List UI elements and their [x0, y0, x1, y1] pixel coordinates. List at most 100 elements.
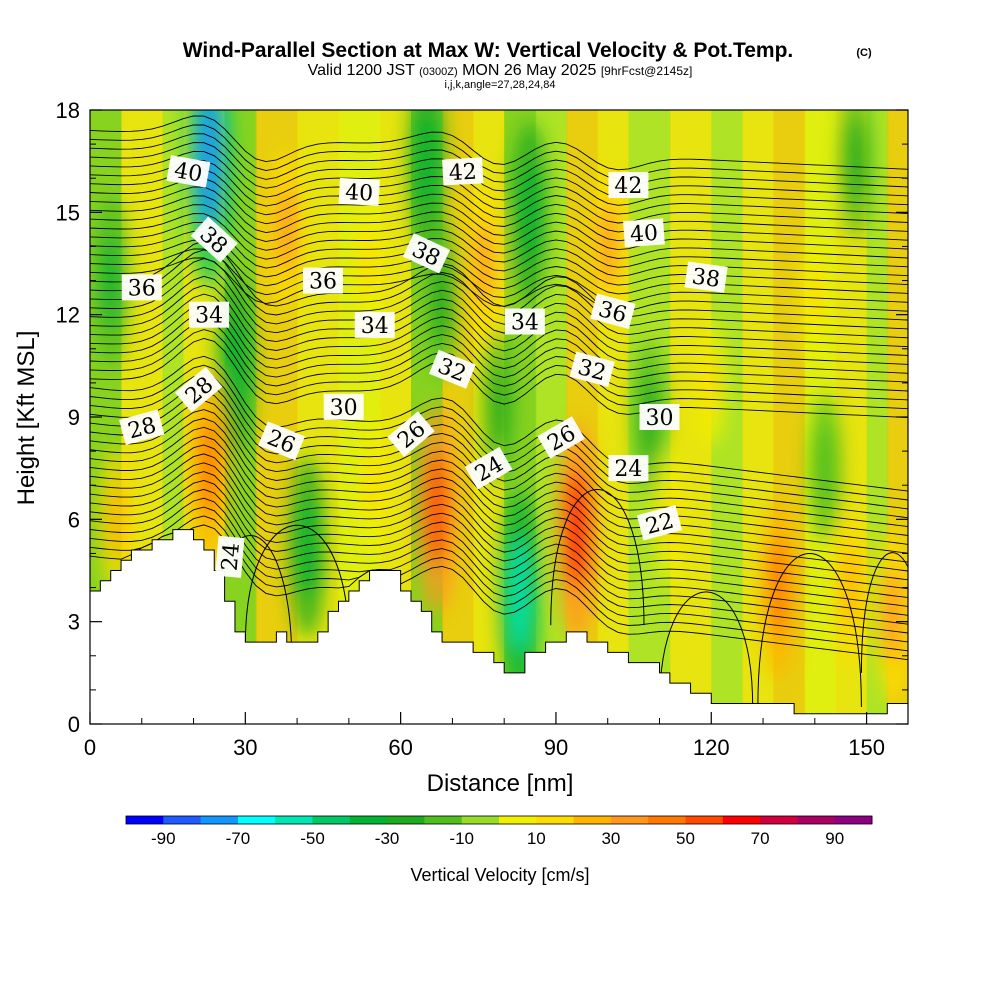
x-axis-label: Distance [nm]	[427, 770, 574, 797]
y-tick-label: 3	[68, 610, 80, 635]
colorbar-tick-label: 10	[527, 829, 546, 848]
x-tick-label: 120	[693, 735, 730, 760]
contour-label-text: 36	[309, 270, 337, 295]
colorbar-tick-label: -70	[226, 829, 251, 848]
contour-label-text: 24	[218, 542, 245, 572]
colorbar-swatch	[610, 816, 649, 824]
colorbar-label: Vertical Velocity [cm/s]	[410, 865, 589, 885]
contour-label-box	[190, 216, 238, 263]
contour-label-box	[175, 366, 223, 413]
contour-label-box	[354, 311, 395, 338]
contour-label: 36	[121, 274, 162, 301]
isentrope-line	[90, 168, 908, 224]
colorbar-swatch	[163, 816, 202, 824]
x-tick-label: 30	[233, 735, 257, 760]
contour-label-box	[464, 446, 513, 490]
x-tick-label: 0	[84, 735, 96, 760]
contour-label-box	[302, 267, 343, 294]
velocity-plume-core	[426, 451, 448, 567]
contour-label-text: 42	[448, 160, 477, 186]
contour-label-box	[121, 274, 162, 301]
colorbar-swatch	[461, 816, 500, 824]
isentrope-line	[90, 400, 908, 536]
contour-label-box	[608, 455, 649, 482]
velocity-plume-core	[361, 225, 378, 302]
velocity-plume-core	[769, 537, 788, 638]
contour-label-box	[428, 349, 476, 389]
velocity-plume-core	[366, 447, 383, 523]
isentrope-line	[90, 258, 908, 339]
valid-prefix: Valid 1200 JST	[308, 62, 416, 79]
colorbar-swatch	[387, 816, 425, 824]
isentrope-line	[90, 257, 908, 313]
isentrope-line	[90, 275, 908, 356]
isentrope-line	[90, 195, 908, 251]
isentrope-line	[90, 177, 908, 233]
contour-label-box	[402, 233, 451, 274]
colorbar-swatch	[797, 816, 836, 824]
velocity-plume-core	[520, 162, 540, 263]
colorbar-swatch	[536, 816, 575, 824]
contour-label-text: 30	[330, 396, 358, 421]
velocity-plume-core	[474, 218, 493, 309]
colorbar: -90 -70 -50 -30 -10 10 30 50 70 90	[125, 815, 873, 848]
velocity-plume-core	[101, 232, 120, 329]
velocity-contour	[860, 552, 908, 673]
isentrope-line	[90, 355, 908, 492]
velocity-plume-core	[598, 201, 617, 292]
isentrope-line	[90, 213, 908, 268]
colorbar-tick-label: 90	[825, 829, 844, 848]
colorbar-swatch	[760, 816, 798, 824]
isentrope-line	[90, 329, 908, 410]
contour-label: 30	[323, 393, 364, 421]
contour-label-box	[639, 404, 680, 430]
colorbar-tick-label: -30	[375, 829, 400, 848]
isentrope-line	[90, 515, 908, 652]
x-tick-label: 90	[544, 735, 568, 760]
velocity-plume-core	[107, 479, 125, 560]
colorbar-swatch	[722, 816, 761, 824]
colorbar-swatch	[237, 816, 276, 824]
contour-label-box	[608, 172, 649, 199]
contour-label: 36	[302, 267, 343, 295]
contour-label-box	[684, 261, 728, 293]
isentrope-line	[90, 444, 908, 581]
contour-label: 24	[608, 455, 649, 482]
contour-label-text: 34	[511, 310, 539, 335]
y-tick-label: 15	[56, 200, 80, 225]
y-tick-label: 6	[68, 507, 80, 532]
x-tick-label: 150	[848, 735, 885, 760]
isentrope-line	[90, 267, 908, 348]
isentrope-line	[90, 338, 908, 419]
contour-label: 30	[639, 404, 680, 431]
isentrope-line	[90, 453, 908, 590]
colorbar-swatch	[349, 816, 388, 824]
colorbar-tick-label: 30	[601, 829, 620, 848]
contour-label: 24	[215, 535, 245, 578]
contour-label: 42	[608, 172, 649, 199]
isentrope-line	[90, 284, 908, 365]
velocity-plume-core	[566, 469, 588, 590]
contour-label: 34	[354, 311, 395, 339]
contour-label-box	[442, 157, 484, 186]
isentrope-line	[90, 435, 908, 572]
colorbar-swatch	[573, 816, 612, 824]
contour-label-text: 42	[614, 174, 642, 199]
contour-label-box	[636, 505, 683, 541]
contour-label: 32	[428, 349, 476, 389]
colorbar-swatch	[834, 816, 873, 824]
isentrope-line	[90, 409, 908, 545]
y-tick-label: 18	[56, 98, 80, 123]
velocity-plume-core	[847, 118, 865, 204]
contour-label-box	[258, 421, 305, 461]
y-tick-label: 0	[68, 712, 80, 737]
isentrope-line	[90, 471, 908, 607]
isentrope-line	[90, 462, 908, 599]
contour-label-text: 24	[614, 457, 642, 482]
grid-info: i,j,k,angle=27,28,24,84	[444, 79, 555, 91]
isentrope-line	[90, 204, 908, 259]
contour-label: 40	[623, 218, 665, 248]
velocity-contour	[550, 488, 645, 626]
